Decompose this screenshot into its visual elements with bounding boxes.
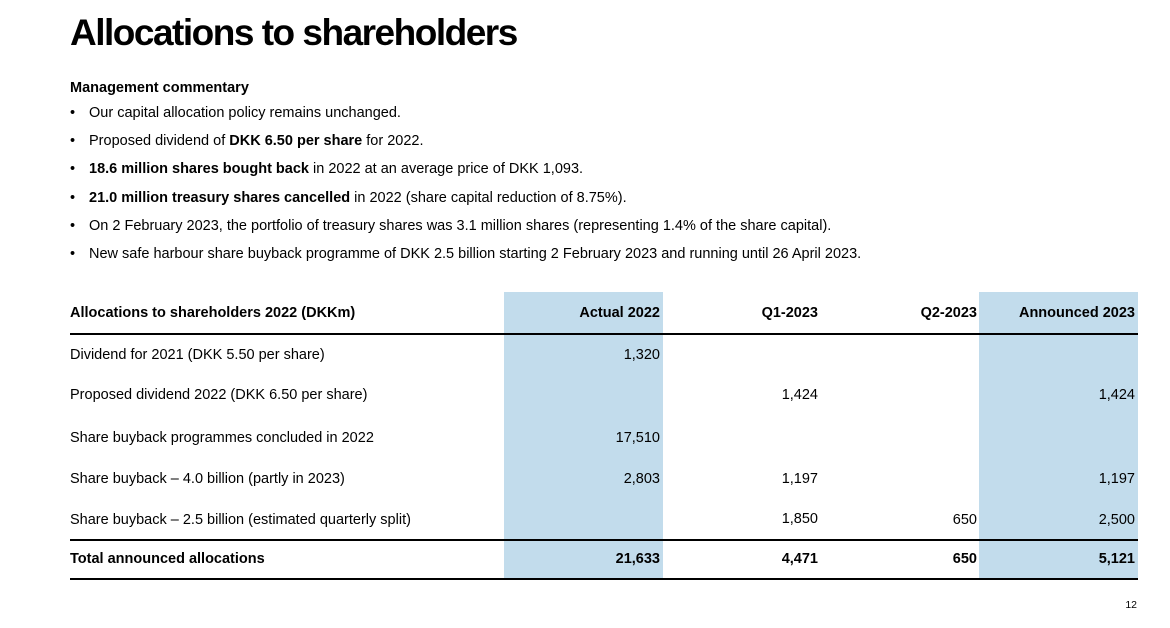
table-cell: 1,424 xyxy=(781,387,818,403)
commentary-item: • Proposed dividend of DKK 6.50 per share… xyxy=(70,133,424,150)
commentary-heading: Management commentary xyxy=(70,80,249,96)
table-row-label: Dividend for 2021 (DKK 5.50 per share) xyxy=(70,347,325,363)
table-total-cell: 21,633 xyxy=(615,551,660,567)
bullet-icon: • xyxy=(70,189,76,206)
table-header-q1-2023: Q1-2023 xyxy=(761,305,818,321)
commentary-list: • Our capital allocation policy remains u… xyxy=(70,103,861,272)
table-header-label: Allocations to shareholders 2022 (DKKm) xyxy=(70,305,356,321)
table-bottom-divider xyxy=(70,578,1138,580)
table-cell: 2,500 xyxy=(1098,512,1135,528)
commentary-item: • 21.0 million treasury shares cancelled … xyxy=(70,189,627,206)
table-header-actual-2022: Actual 2022 xyxy=(579,305,660,321)
bullet-icon: • xyxy=(70,245,76,262)
highlight-column-actual-2022 xyxy=(504,292,663,579)
table-row-label: Proposed dividend 2022 (DKK 6.50 per sha… xyxy=(70,387,368,403)
table-cell: 1,197 xyxy=(781,471,818,487)
table-total-label: Total announced allocations xyxy=(70,551,265,567)
table-cell: 1,850 xyxy=(781,511,818,527)
table-row-label: Share buyback – 4.0 billion (partly in 2… xyxy=(70,471,345,487)
table-header-announced-2023: Announced 2023 xyxy=(1018,305,1135,321)
table-header-divider xyxy=(70,333,1138,335)
table-cell: 1,197 xyxy=(1098,471,1135,487)
commentary-item: • On 2 February 2023, the portfolio of tr… xyxy=(70,217,832,234)
highlight-column-announced-2023 xyxy=(979,292,1138,579)
table-cell: 1,320 xyxy=(623,347,660,363)
table-cell: 2,803 xyxy=(623,471,660,487)
table-total-divider xyxy=(70,539,1138,541)
page-number: 12 xyxy=(1125,599,1137,611)
table-header-q2-2023: Q2-2023 xyxy=(920,305,977,321)
bullet-icon: • xyxy=(70,161,76,178)
table-row-label: Share buyback programmes concluded in 20… xyxy=(70,430,374,446)
commentary-item: • New safe harbour share buyback programm… xyxy=(70,245,862,262)
table-row-label: Share buyback – 2.5 billion (estimated q… xyxy=(70,512,411,528)
table-total-cell: 4,471 xyxy=(781,551,818,567)
table-cell: 650 xyxy=(952,512,977,528)
table-cell: 1,424 xyxy=(1098,387,1135,403)
bullet-icon: • xyxy=(70,105,76,121)
table-cell: 17,510 xyxy=(615,430,660,446)
table-total-cell: 5,121 xyxy=(1098,551,1135,567)
page-title: Allocations to shareholders xyxy=(70,12,518,53)
bullet-icon: • xyxy=(70,217,76,234)
table-total-cell: 650 xyxy=(952,551,977,567)
commentary-item: • 18.6 million shares bought back in 2022… xyxy=(70,161,584,178)
commentary-item: • Our capital allocation policy remains u… xyxy=(70,105,401,121)
bullet-icon: • xyxy=(70,133,76,150)
